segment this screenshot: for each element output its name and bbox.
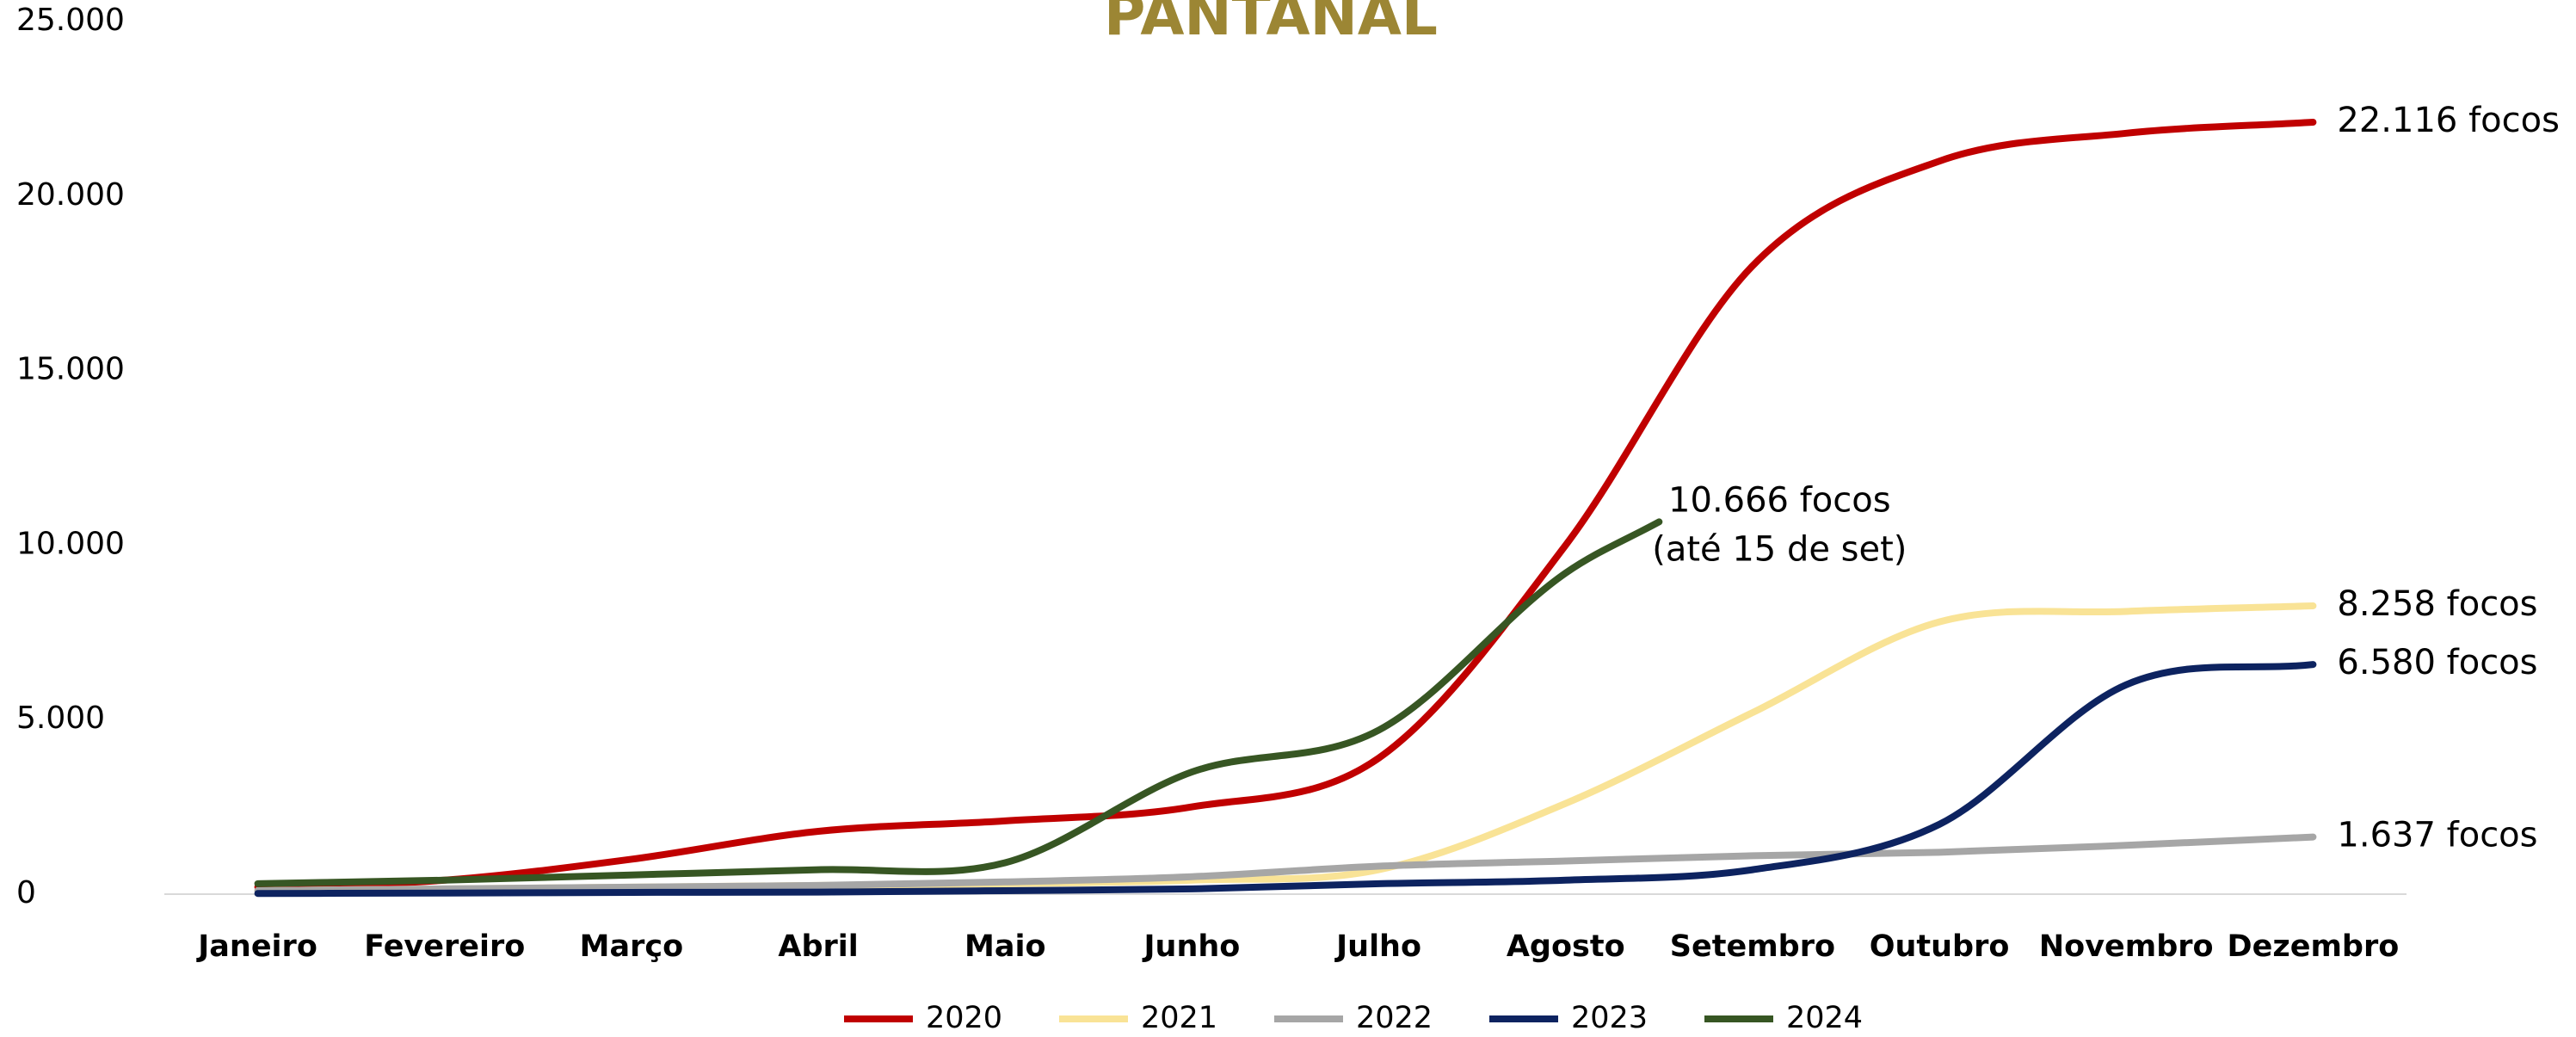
value-label: 6.580 focos (2337, 643, 2537, 682)
x-tick-label: Julho (1334, 929, 1421, 964)
legend-label: 2022 (1356, 1001, 1433, 1035)
legend-label: 2024 (1786, 1001, 1863, 1035)
x-tick-label: Janeiro (196, 929, 317, 964)
x-tick-label: Setembro (1670, 929, 1835, 964)
series-line (254, 661, 2317, 898)
x-tick-label: Fevereiro (364, 929, 525, 964)
series-line (254, 833, 2317, 894)
legend-label: 2021 (1141, 1001, 1217, 1035)
legend-label: 2023 (1571, 1001, 1648, 1035)
x-tick-label: Novembro (2039, 929, 2214, 964)
chart-title: PANTANAL (1104, 0, 1438, 48)
value-label: 10.666 focos (1668, 480, 1891, 520)
y-tick-label: 5.000 (16, 701, 105, 736)
value-label: 1.637 focos (2337, 816, 2537, 855)
value-label: 22.116 focos (2337, 101, 2560, 140)
x-tick-label: Maio (964, 929, 1046, 964)
y-tick-label: 10.000 (16, 526, 125, 561)
y-tick-label: 20.000 (16, 177, 125, 213)
value-label: 8.258 focos (2337, 584, 2537, 624)
series-line (254, 118, 2317, 891)
x-tick-label: Junho (1143, 929, 1241, 964)
x-tick-label: Agosto (1507, 929, 1625, 964)
legend-label: 2020 (926, 1001, 1002, 1035)
x-tick-label: Março (580, 929, 684, 964)
x-tick-label: Dezembro (2228, 929, 2400, 964)
annotation: (até 15 de set) (1652, 529, 1907, 569)
y-tick-label: 25.000 (16, 3, 125, 38)
x-tick-label: Outubro (1870, 929, 2010, 964)
y-tick-label: 15.000 (16, 352, 125, 387)
x-tick-label: Abril (778, 929, 858, 964)
y-tick-label: 0 (16, 875, 36, 910)
series-line (254, 518, 1663, 887)
